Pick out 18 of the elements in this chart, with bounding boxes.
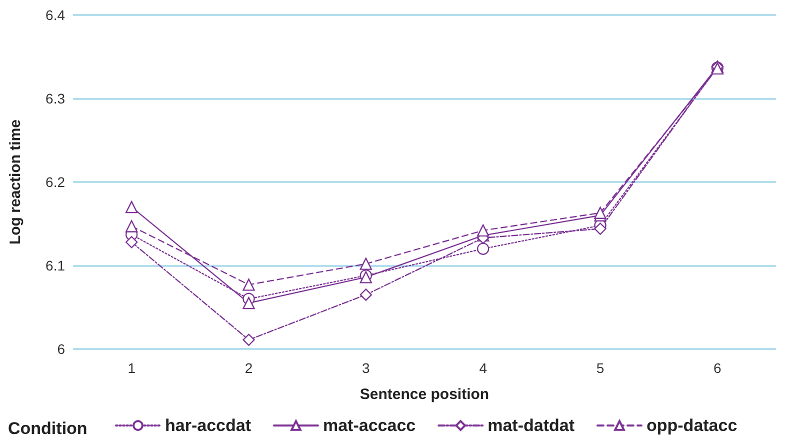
y-tick-label: 6.3 <box>46 90 66 106</box>
x-tick-label: 2 <box>244 360 253 376</box>
x-tick-label: 1 <box>128 360 136 376</box>
y-tick-label: 6.4 <box>46 7 66 23</box>
legend-label: har-accdat <box>165 416 252 435</box>
legend-label: opp-datacc <box>646 416 738 435</box>
y-axis-title: Log reaction time <box>7 119 24 245</box>
x-axis-title: Sentence position <box>360 386 490 403</box>
legend-label: mat-accacc <box>322 416 416 435</box>
y-tick-label: 6.2 <box>46 174 66 190</box>
legend-title: Condition <box>8 419 88 438</box>
x-tick-label: 3 <box>362 360 370 376</box>
x-tick-label: 4 <box>479 360 488 376</box>
y-tick-label: 6.1 <box>46 258 66 274</box>
x-tick-label: 5 <box>596 360 604 376</box>
y-tick-label: 6 <box>57 341 66 357</box>
legend-label: mat-datdat <box>488 416 575 435</box>
x-tick-label: 6 <box>714 360 722 376</box>
